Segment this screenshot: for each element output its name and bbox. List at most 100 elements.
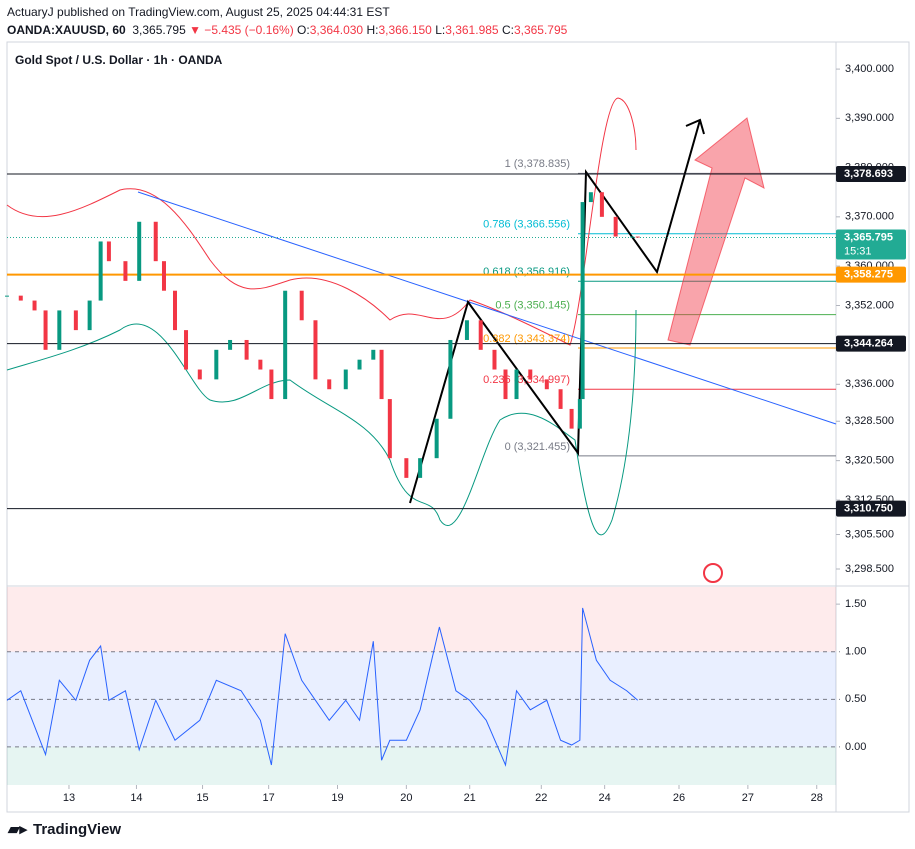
candle [73,310,78,331]
y-tick-label: 1.00 [845,646,866,658]
event-flag [703,563,723,583]
candle [569,408,574,429]
candle [580,202,585,400]
price-badge-label: 3,358.275 [844,268,893,280]
last-price-badge [836,229,906,260]
y-tick-label: 3,320.500 [845,455,894,467]
candle [630,236,635,238]
candle [418,458,423,478]
x-tick-label: 19 [331,792,343,804]
y-tick-label: 3,370.000 [845,211,894,223]
candle [635,236,640,238]
x-tick-label: 20 [400,792,412,804]
fib-label: 1 (3,378.835) [505,158,570,170]
fib-label: 0.236 (3,334.997) [483,374,570,386]
publisher: ActuaryJ published on TradingView.com, A… [7,5,390,19]
candle [214,349,219,380]
price-badge-label: 3,310.750 [844,503,893,515]
c-key: C: [501,23,514,37]
price-badge [836,266,906,283]
candle [448,339,453,419]
c: 3,365.795 [513,23,568,37]
candle [98,241,103,301]
symbol: OANDA:XAUUSD, 60 [7,23,126,37]
fib-label: 0.618 (3,356.916) [483,266,570,278]
candle [173,290,178,331]
x-tick-label: 27 [742,792,754,804]
candle [106,241,111,262]
x-tick-label: 22 [535,792,547,804]
fib-label: 0.382 (3,343.374) [483,333,570,345]
fib-label: 0.786 (3,366.556) [483,219,570,231]
x-tick-label: 15 [196,792,208,804]
price-badge-label: 3,344.264 [844,338,894,350]
h: 3,366.150 [378,23,432,37]
candle [577,399,582,429]
symbol-bar: OANDA:XAUUSD, 60 3,365.795 ▼ −5.435 (−0.… [7,23,567,37]
candle [244,339,249,360]
x-tick-label: 28 [811,792,823,804]
x-tick-label: 26 [673,792,685,804]
last-price-label: 3,365.795 [844,231,893,243]
candle [503,369,508,400]
candle [228,339,233,350]
candle [57,310,62,350]
y-tick-label: 3,298.500 [845,563,894,575]
candle [283,290,288,400]
chart-title: Gold Spot / U.S. Dollar · 1h · OANDA [15,53,223,67]
o-key: O: [297,23,310,37]
candle [404,458,409,478]
candle [123,261,128,281]
bollinger-lower [6,309,637,536]
countdown: 15:31 [844,245,872,257]
o: 3,364.030 [309,23,364,37]
x-tick-label: 24 [599,792,611,804]
tv-logo: ▰▸ [7,821,29,838]
y-tick-label: 3,336.000 [845,378,894,390]
candle [5,295,9,297]
candle [197,369,202,380]
candle [599,192,604,217]
y-tick-label: 0.00 [845,741,866,753]
projection-arrow [667,117,765,346]
x-tick-label: 17 [263,792,275,804]
candle [544,379,549,390]
y-tick-label: 3,328.500 [845,415,894,427]
bollinger-upper [6,97,637,346]
candle [313,320,318,380]
candle [558,389,563,409]
price-badge-label: 3,378.693 [844,168,893,180]
candle [514,369,519,400]
candle [613,216,618,237]
price-badge [836,335,906,352]
x-tick-label: 13 [63,792,75,804]
candle [43,310,48,350]
l: 3,361.985 [445,23,499,37]
price-badge [836,166,906,183]
frame [6,41,910,813]
candle [327,379,332,390]
y-tick-label: 3,352.000 [845,299,894,311]
last: 3,365.795 [132,23,186,37]
candle [299,290,304,321]
arrow-head [685,118,705,135]
candle [161,261,166,291]
zone-low [7,746,836,785]
y-tick-label: 3,390.000 [845,112,894,124]
l-key: L: [435,23,446,37]
candle [32,300,37,311]
candle [258,359,263,370]
candle [87,300,92,331]
price-badge [836,500,906,517]
y-tick-label: 0.50 [845,693,866,705]
indicator-line [6,607,639,767]
change: ▼ −5.435 (−0.16%) [189,23,294,37]
y-tick-label: 3,305.500 [845,528,894,540]
trend-line [137,191,837,425]
candle [357,359,362,370]
candle [464,320,469,340]
zone-high [7,587,836,652]
candle [434,418,439,459]
